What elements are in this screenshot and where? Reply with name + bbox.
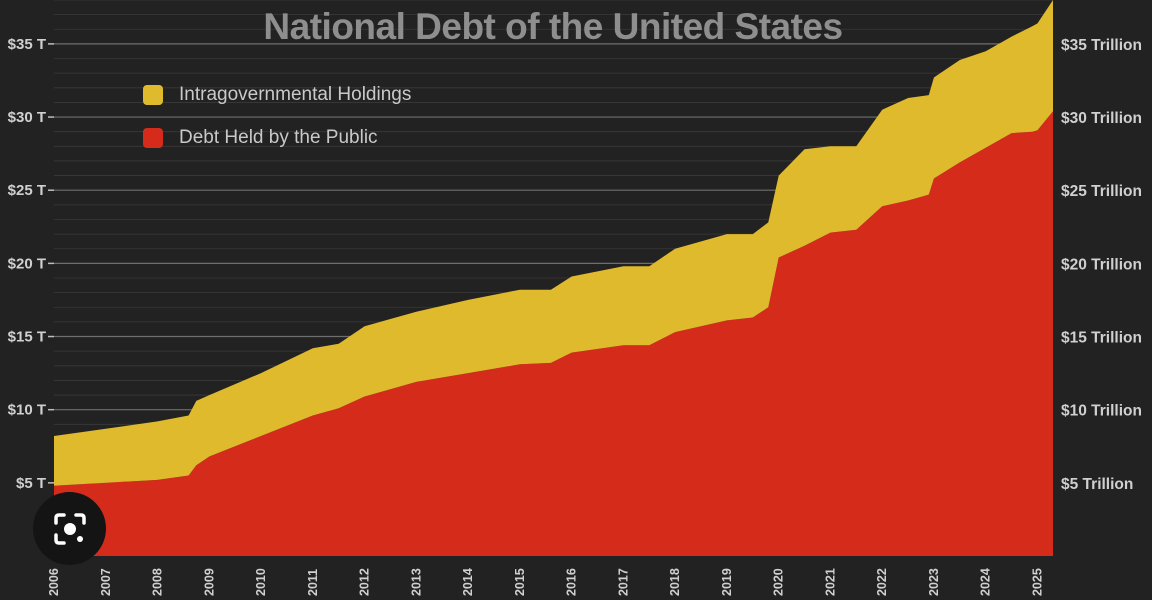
x-tick-label: 2025 xyxy=(1031,568,1045,596)
y-tick-label-left: $5 T xyxy=(16,475,46,492)
x-tick-label: 2018 xyxy=(668,568,682,596)
legend-label-public: Debt Held by the Public xyxy=(179,127,378,148)
y-tick-label-right: $20 Trillion xyxy=(1061,256,1142,273)
x-tick-label: 2009 xyxy=(202,568,216,596)
y-tick-label-right: $5 Trillion xyxy=(1061,476,1133,493)
area-debt-held-by-the-public xyxy=(54,111,1053,556)
y-tick-label-left: $15 T xyxy=(8,329,46,346)
x-tick-label: 2011 xyxy=(306,569,320,596)
x-tick-label: 2014 xyxy=(461,568,475,596)
legend-item-public: Debt Held by the Public xyxy=(143,127,378,149)
y-tick-label-left: $25 T xyxy=(8,182,46,199)
y-axis-right: $5 Trillion $10 Trillion $15 Trillion $20 T… xyxy=(1061,37,1142,493)
y-tick-label-right: $10 Trillion xyxy=(1061,403,1142,420)
x-tick-label: 2013 xyxy=(409,568,423,596)
y-tick-label-right: $30 Trillion xyxy=(1061,110,1142,127)
legend-swatch-public xyxy=(143,128,163,148)
x-tick-label: 2012 xyxy=(358,568,372,596)
y-tick-label-right: $35 Trillion xyxy=(1061,37,1142,54)
legend-item-intragovernmental: Intragovernmental Holdings xyxy=(143,84,411,106)
x-tick-label: 2019 xyxy=(720,568,734,596)
x-axis: 2006 2007 2008 2009 2010 2011 2012 2013 2014 2015… xyxy=(47,568,1045,596)
area-intragovernmental-holdings xyxy=(54,0,1053,486)
x-tick-label: 2023 xyxy=(927,568,941,596)
x-tick-label: 2010 xyxy=(254,568,268,596)
y-tick-label-left: $20 T xyxy=(8,255,46,272)
x-tick-label: 2006 xyxy=(47,568,61,596)
x-tick-label: 2015 xyxy=(513,568,527,596)
x-tick-label: 2008 xyxy=(151,568,165,596)
legend-label-intragovernmental: Intragovernmental Holdings xyxy=(179,84,412,105)
y-tick-label-left: $10 T xyxy=(8,402,46,419)
legend-swatch-intragovernmental xyxy=(143,85,163,105)
y-tick-label-left: $30 T xyxy=(8,109,46,126)
x-tick-label: 2017 xyxy=(616,568,630,596)
data-areas xyxy=(54,0,1053,556)
x-tick-label: 2020 xyxy=(772,568,786,596)
y-axis-left: $5 T $10 T $15 T $20 T $25 T $30 T $35 T xyxy=(8,36,54,492)
y-tick-label-left: $35 T xyxy=(8,36,46,53)
x-tick-label: 2022 xyxy=(875,568,889,596)
x-tick-label: 2016 xyxy=(565,568,579,596)
lens-icon xyxy=(53,512,86,545)
y-tick-label-right: $15 Trillion xyxy=(1061,330,1142,347)
x-tick-label: 2021 xyxy=(823,568,837,596)
y-tick-label-right: $25 Trillion xyxy=(1061,183,1142,200)
x-tick-label: 2007 xyxy=(99,568,113,596)
visual-search-lens-button[interactable] xyxy=(33,492,106,565)
x-tick-label: 2024 xyxy=(979,568,993,596)
